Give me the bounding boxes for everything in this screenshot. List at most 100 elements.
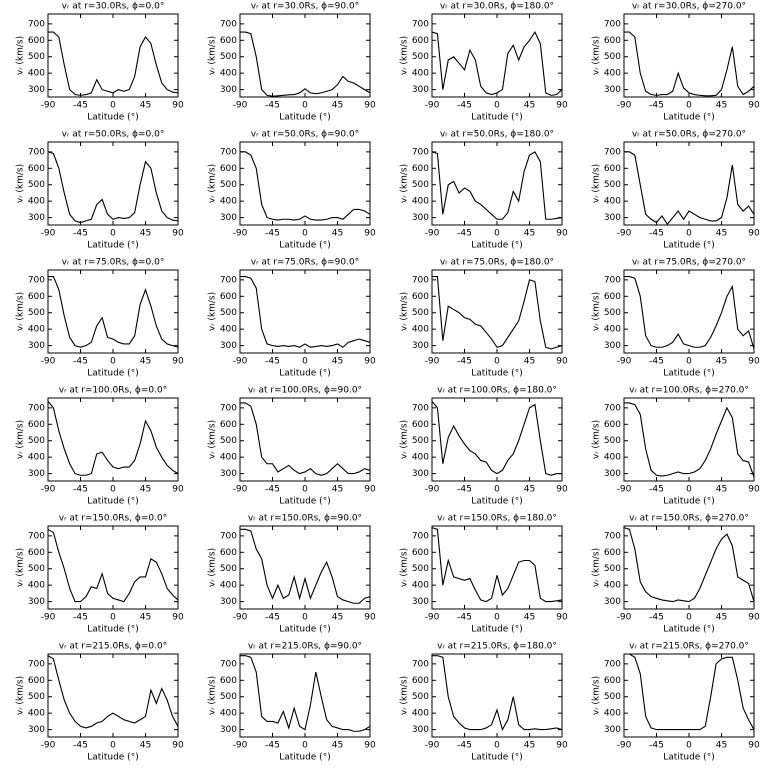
x-tick-label: 0	[302, 357, 308, 367]
panel-title: vᵣ at r=215.0Rs, ϕ=0.0°	[59, 642, 167, 652]
y-tick-label: 500	[412, 52, 429, 62]
x-tick-label: -90	[41, 229, 56, 239]
x-tick-label: 90	[364, 741, 376, 751]
y-tick-label: 300	[604, 597, 621, 607]
data-line	[47, 655, 179, 729]
x-tick-label: 90	[556, 229, 568, 239]
x-tick-label: 0	[686, 101, 692, 111]
y-tick-label: 600	[412, 420, 429, 430]
panel-title: vᵣ at r=30.0Rs, ϕ=180.0°	[440, 2, 554, 12]
y-tick-label: 700	[412, 275, 429, 285]
panel: vᵣ at r=75.0Rs, ϕ=0.0° -90 -45 0 45 90 300 400 5…	[16, 258, 184, 379]
y-axis-label: vᵣ (km/s)	[592, 420, 602, 459]
y-tick-label: 400	[220, 325, 237, 335]
x-axis-label: Latitude (°)	[279, 241, 330, 251]
x-tick-label: -90	[233, 229, 248, 239]
x-tick-label: -90	[617, 101, 632, 111]
y-tick-label: 700	[220, 531, 237, 541]
y-axis-label: vᵣ (km/s)	[16, 292, 26, 331]
y-tick-label: 700	[28, 147, 45, 157]
x-tick-label: 90	[172, 229, 184, 239]
y-tick-label: 500	[412, 436, 429, 446]
panel: vᵣ at r=50.0Rs, ϕ=270.0° -90 -45 0 45 90 300 40…	[592, 130, 760, 251]
x-tick-label: 90	[556, 357, 568, 367]
y-tick-label: 600	[604, 292, 621, 302]
x-tick-label: 0	[110, 101, 116, 111]
data-line	[47, 528, 179, 603]
y-tick-label: 400	[604, 69, 621, 79]
x-axis-label: Latitude (°)	[663, 241, 714, 251]
y-tick-label: 400	[412, 325, 429, 335]
panel: vᵣ at r=100.0Rs, ϕ=180.0° -90 -45 0 45 90 300 4…	[400, 386, 568, 507]
x-tick-label: -90	[233, 613, 248, 623]
x-tick-label: 0	[494, 485, 500, 495]
x-tick-label: 45	[524, 613, 535, 623]
y-tick-label: 600	[28, 292, 45, 302]
y-tick-label: 500	[220, 308, 237, 318]
x-tick-label: -90	[425, 613, 440, 623]
x-tick-label: 45	[140, 741, 151, 751]
panel-title: vᵣ at r=75.0Rs, ϕ=90.0°	[251, 258, 359, 268]
data-line	[431, 151, 563, 220]
y-tick-label: 500	[28, 52, 45, 62]
y-axis-label: vᵣ (km/s)	[592, 164, 602, 203]
plot-frame	[623, 525, 755, 610]
x-tick-label: -45	[265, 485, 280, 495]
panel: vᵣ at r=30.0Rs, ϕ=90.0° -90 -45 0 45 90 300 400…	[208, 2, 376, 123]
x-axis-label: Latitude (°)	[663, 753, 714, 763]
panel-title: vᵣ at r=30.0Rs, ϕ=90.0°	[251, 2, 359, 12]
y-axis-label: vᵣ (km/s)	[208, 164, 218, 203]
data-line	[431, 527, 563, 603]
x-tick-label: -90	[617, 357, 632, 367]
y-tick-label: 700	[604, 531, 621, 541]
panel: vᵣ at r=215.0Rs, ϕ=0.0° -90 -45 0 45 90 300 400…	[16, 642, 184, 763]
y-tick-label: 400	[28, 69, 45, 79]
x-tick-label: -45	[265, 741, 280, 751]
y-tick-label: 300	[604, 213, 621, 223]
y-tick-label: 700	[28, 531, 45, 541]
y-tick-label: 600	[220, 420, 237, 430]
y-tick-label: 600	[604, 164, 621, 174]
data-line	[240, 528, 371, 604]
y-tick-label: 300	[220, 85, 237, 95]
x-tick-label: -90	[41, 357, 56, 367]
panel-title: vᵣ at r=100.0Rs, ϕ=180.0°	[437, 386, 557, 396]
y-tick-label: 700	[220, 659, 237, 669]
x-tick-label: 45	[716, 357, 727, 367]
y-axis-label: vᵣ (km/s)	[208, 36, 218, 75]
y-tick-label: 600	[412, 548, 429, 558]
y-tick-label: 400	[28, 197, 45, 207]
y-tick-label: 500	[412, 180, 429, 190]
y-tick-label: 300	[28, 597, 45, 607]
y-axis-label: vᵣ (km/s)	[16, 548, 26, 587]
y-axis-label: vᵣ (km/s)	[592, 36, 602, 75]
y-tick-label: 300	[28, 341, 45, 351]
x-tick-label: 0	[302, 485, 308, 495]
y-tick-label: 600	[28, 164, 45, 174]
x-tick-label: 45	[140, 229, 151, 239]
panel-title: vᵣ at r=215.0Rs, ϕ=180.0°	[437, 642, 557, 652]
y-tick-label: 700	[28, 659, 45, 669]
x-axis-label: Latitude (°)	[663, 625, 714, 635]
x-axis-label: Latitude (°)	[663, 369, 714, 379]
panel: vᵣ at r=150.0Rs, ϕ=180.0° -90 -45 0 45 90 300 4…	[400, 514, 568, 635]
y-tick-label: 600	[412, 36, 429, 46]
y-tick-label: 700	[412, 403, 429, 413]
panel: vᵣ at r=100.0Rs, ϕ=270.0° -90 -45 0 45 90 300 4…	[592, 386, 760, 507]
panel-title: vᵣ at r=75.0Rs, ϕ=270.0°	[632, 258, 746, 268]
plot-frame	[431, 269, 563, 354]
x-tick-label: 0	[686, 357, 692, 367]
x-tick-label: 0	[302, 229, 308, 239]
x-tick-label: 45	[332, 741, 343, 751]
y-tick-label: 600	[28, 548, 45, 558]
y-tick-label: 300	[412, 213, 429, 223]
x-tick-label: 45	[524, 485, 535, 495]
y-tick-label: 700	[412, 659, 429, 669]
y-tick-label: 600	[412, 164, 429, 174]
x-tick-label: 90	[748, 485, 760, 495]
data-line	[240, 151, 371, 221]
y-tick-label: 600	[220, 548, 237, 558]
panel: vᵣ at r=50.0Rs, ϕ=90.0° -90 -45 0 45 90 300 400…	[208, 130, 376, 251]
data-line	[240, 402, 371, 476]
y-tick-label: 300	[220, 725, 237, 735]
